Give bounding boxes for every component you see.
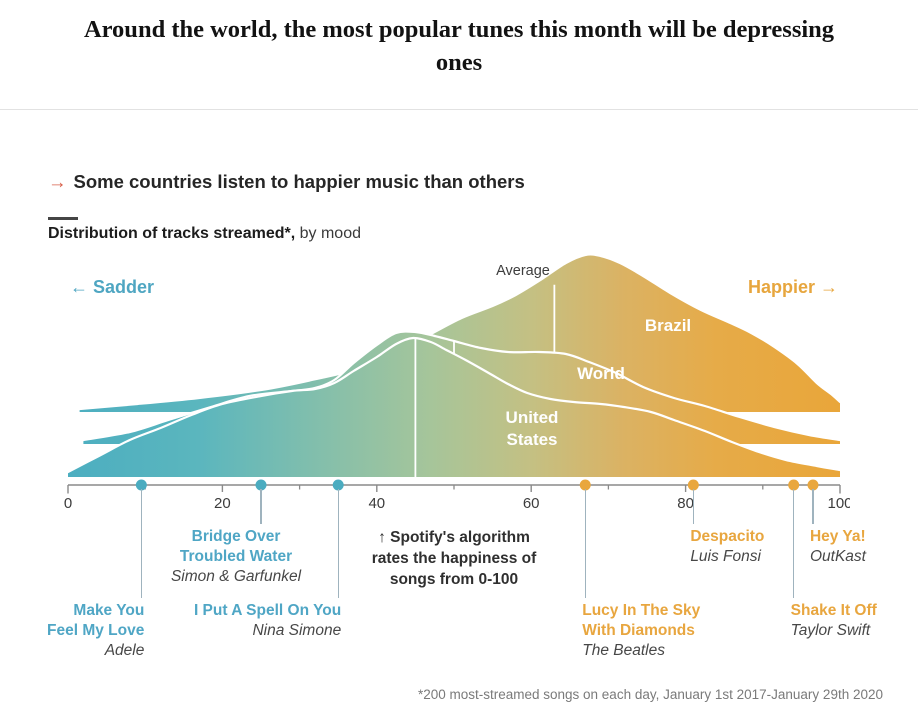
divider-line	[0, 109, 918, 110]
outline-us	[66, 336, 842, 474]
outline-brazil	[78, 253, 842, 411]
area-brazil	[79, 254, 841, 412]
song-title-line: Hey Ya!	[809, 528, 866, 545]
song-label: Despacito Luis Fonsi	[690, 527, 764, 567]
song-label: I Put A Spell On You Nina Simone	[194, 601, 341, 641]
song-artist: Nina Simone	[252, 622, 342, 639]
sadder-direction-label: ← Sadder	[70, 277, 155, 297]
country-label-brazil: Brazil	[645, 316, 691, 335]
mood-distribution-chart: 0 20 40 60 80 100 Brazil World United States	[64, 253, 853, 512]
area-us	[68, 337, 840, 477]
song-dot	[579, 479, 591, 491]
song-label: Lucy In The Sky With Diamonds The Beatles	[582, 601, 700, 661]
song-dot	[332, 479, 344, 491]
chart-area: 0 20 40 60 80 100 Brazil World United States	[60, 253, 853, 521]
title-line-1: Around the world, the most popular tunes…	[83, 16, 835, 43]
note-line: songs from 0-100	[389, 571, 519, 588]
footnote: *200 most-streamed songs on each day, Ja…	[417, 687, 883, 702]
song-title-line: Make You	[73, 602, 145, 619]
song-artist: Adele	[104, 642, 145, 659]
red-arrow-icon: →	[48, 171, 67, 192]
song-artist: Simon & Garfunkel	[170, 568, 302, 585]
tick-label-80: 80	[677, 495, 694, 512]
tick-label-20: 20	[214, 495, 231, 512]
note-line: rates the happiness of	[371, 550, 537, 567]
title-line-2: ones	[435, 49, 483, 76]
country-label-world: World	[577, 364, 625, 383]
song-artist: The Beatles	[582, 642, 665, 659]
song-title-line: I Put A Spell On You	[193, 602, 342, 619]
tick-label-100: 100	[827, 495, 850, 512]
song-dot	[135, 479, 147, 491]
tick-label-60: 60	[523, 495, 540, 512]
song-title-line: Shake It Off	[790, 602, 877, 619]
song-artist: Luis Fonsi	[690, 548, 761, 565]
song-dot	[788, 479, 800, 491]
spotify-algorithm-note: ↑ Spotify's algorithm rates the happiness…	[372, 527, 537, 590]
song-dot	[807, 479, 819, 491]
subtitle-bold: Distribution of tracks streamed*,	[48, 225, 296, 242]
song-artist: Taylor Swift	[790, 622, 871, 639]
chart-subtitle: Distribution of tracks streamed*, by moo…	[48, 225, 361, 243]
country-label-us: United	[506, 408, 559, 427]
song-title-line: Troubled Water	[179, 548, 293, 565]
note-line: ↑ Spotify's algorithm	[378, 529, 530, 546]
headline-text: Some countries listen to happier music t…	[73, 171, 525, 192]
song-label: Hey Ya! OutKast	[810, 527, 866, 567]
chart-headline: → Some countries listen to happier music …	[48, 171, 525, 193]
page-title: Around the world, the most popular tunes…	[0, 13, 918, 79]
song-title-line: Bridge Over	[191, 528, 281, 545]
song-title-line: With Diamonds	[582, 622, 695, 639]
song-dot	[255, 479, 267, 491]
song-dot	[687, 479, 699, 491]
country-label-us: States	[506, 430, 557, 449]
song-title-line: Despacito	[690, 528, 765, 545]
tick-label-40: 40	[368, 495, 385, 512]
song-label: Make You Feel My Love Adele	[47, 601, 144, 661]
song-label: Bridge Over Troubled Water Simon & Garfunk…	[171, 527, 301, 587]
song-title-line: Feel My Love	[47, 622, 145, 639]
song-artist: OutKast	[809, 548, 866, 565]
song-title-line: Lucy In The Sky	[582, 602, 701, 619]
kicker-dash	[48, 217, 78, 220]
song-label: Shake It Off Taylor Swift	[791, 601, 877, 641]
happier-direction-label: Happier →	[748, 277, 839, 297]
subtitle-regular: by mood	[295, 225, 361, 242]
average-label: Average	[496, 263, 550, 279]
tick-label-0: 0	[64, 495, 72, 512]
